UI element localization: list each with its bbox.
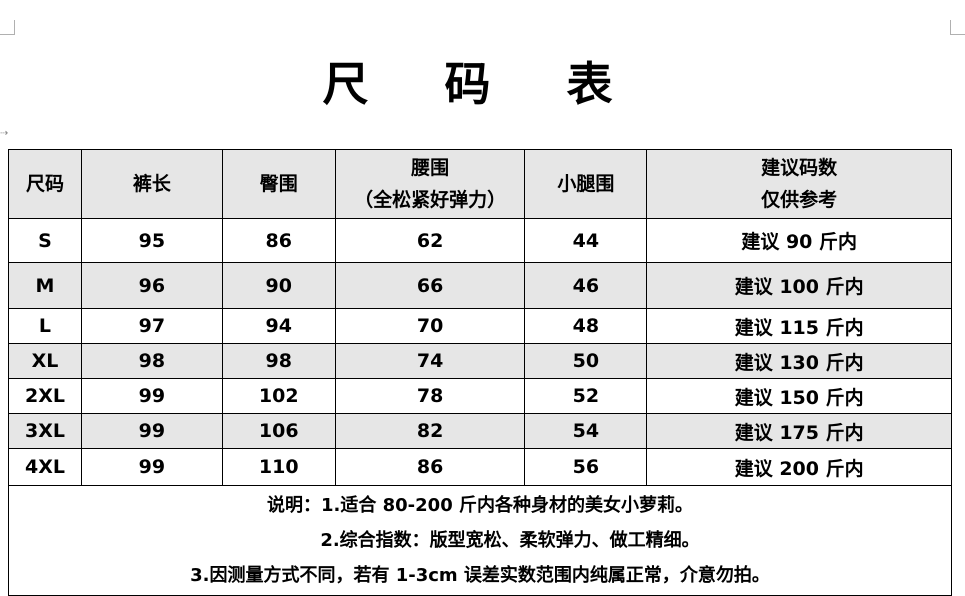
column-header: 臀围 (221, 149, 336, 219)
column-header: 尺码 (8, 149, 82, 219)
table-row: M 96 90 66 46 建议 100 斤内 (8, 262, 952, 309)
header-row: 尺码 裤长 臀围 腰围 （全松紧好弹力） 小腿围 建议码数 仅供参考 (8, 149, 952, 219)
table-cell: 97 (80, 308, 223, 344)
table-cell: 4XL (8, 448, 82, 486)
table-cell: 建议 100 斤内 (646, 262, 952, 309)
table-cell: 86 (221, 218, 336, 263)
table-cell: 54 (524, 413, 648, 449)
notes-row: 说明：1.适合 80-200 斤内各种身材的美女小萝莉。 2.综合指数：版型宽松、… (8, 485, 952, 596)
table-cell: 建议 175 斤内 (646, 413, 952, 449)
table-cell: 46 (524, 262, 648, 309)
table-row: XL 98 98 74 50 建议 130 斤内 (8, 343, 952, 379)
table-cell: 74 (334, 343, 526, 379)
size-table: 尺码 裤长 臀围 腰围 （全松紧好弹力） 小腿围 建议码数 仅供参考 S 95 86 62 44 建议… (8, 149, 952, 596)
note-line: 3.因测量方式不同，若有 1-3cm 误差实数范围内纯属正常，介意勿拍。 (190, 565, 770, 586)
table-cell: 78 (334, 378, 526, 414)
table-cell: 3XL (8, 413, 82, 449)
table-cell: 52 (524, 378, 648, 414)
table-row: L 97 94 70 48 建议 115 斤内 (8, 308, 952, 344)
table-cell: XL (8, 343, 82, 379)
table-move-handle-icon[interactable]: ⇢ (0, 128, 9, 139)
table-cell: S (8, 218, 82, 263)
table-cell: 2XL (8, 378, 82, 414)
table-cell: 建议 90 斤内 (646, 218, 952, 263)
notes-cell: 说明：1.适合 80-200 斤内各种身材的美女小萝莉。 2.综合指数：版型宽松、… (8, 485, 952, 596)
table-cell: 98 (80, 343, 223, 379)
table-cell: 62 (334, 218, 526, 263)
table-cell: M (8, 262, 82, 309)
table-cell: 98 (221, 343, 336, 379)
table-cell: 95 (80, 218, 223, 263)
table-cell: L (8, 308, 82, 344)
table-cell: 94 (221, 308, 336, 344)
table-cell: 99 (80, 378, 223, 414)
table-row: S 95 86 62 44 建议 90 斤内 (8, 218, 952, 263)
table-cell: 99 (80, 448, 223, 486)
table-row: 3XL 99 106 82 54 建议 175 斤内 (8, 413, 952, 449)
table-cell: 102 (221, 378, 336, 414)
table-cell: 86 (334, 448, 526, 486)
table-cell: 50 (524, 343, 648, 379)
table-cell: 106 (221, 413, 336, 449)
table-cell: 建议 115 斤内 (646, 308, 952, 344)
table-cell: 96 (80, 262, 223, 309)
table-cell: 90 (221, 262, 336, 309)
table-cell: 99 (80, 413, 223, 449)
table-row: 2XL 99 102 78 52 建议 150 斤内 (8, 378, 952, 414)
table-cell: 建议 150 斤内 (646, 378, 952, 414)
table-cell: 48 (524, 308, 648, 344)
table-cell: 70 (334, 308, 526, 344)
table-cell: 66 (334, 262, 526, 309)
table-cell: 56 (524, 448, 648, 486)
table-cell: 建议 200 斤内 (646, 448, 952, 486)
table-row: 4XL 99 110 86 56 建议 200 斤内 (8, 448, 952, 486)
table-cell: 110 (221, 448, 336, 486)
table-cell: 建议 130 斤内 (646, 343, 952, 379)
page-corner-mark (0, 20, 15, 35)
page-corner-mark (950, 20, 965, 35)
column-header: 裤长 (80, 149, 223, 219)
column-header: 小腿围 (524, 149, 648, 219)
table-cell: 82 (334, 413, 526, 449)
page-title: 尺 码 表 (322, 57, 643, 111)
note-line: 2.综合指数：版型宽松、柔软弹力、做工精细。 (320, 530, 700, 551)
column-header: 腰围 （全松紧好弹力） (334, 149, 526, 219)
table-cell: 44 (524, 218, 648, 263)
note-line: 说明：1.适合 80-200 斤内各种身材的美女小萝莉。 (267, 495, 693, 516)
column-header: 建议码数 仅供参考 (646, 149, 952, 219)
